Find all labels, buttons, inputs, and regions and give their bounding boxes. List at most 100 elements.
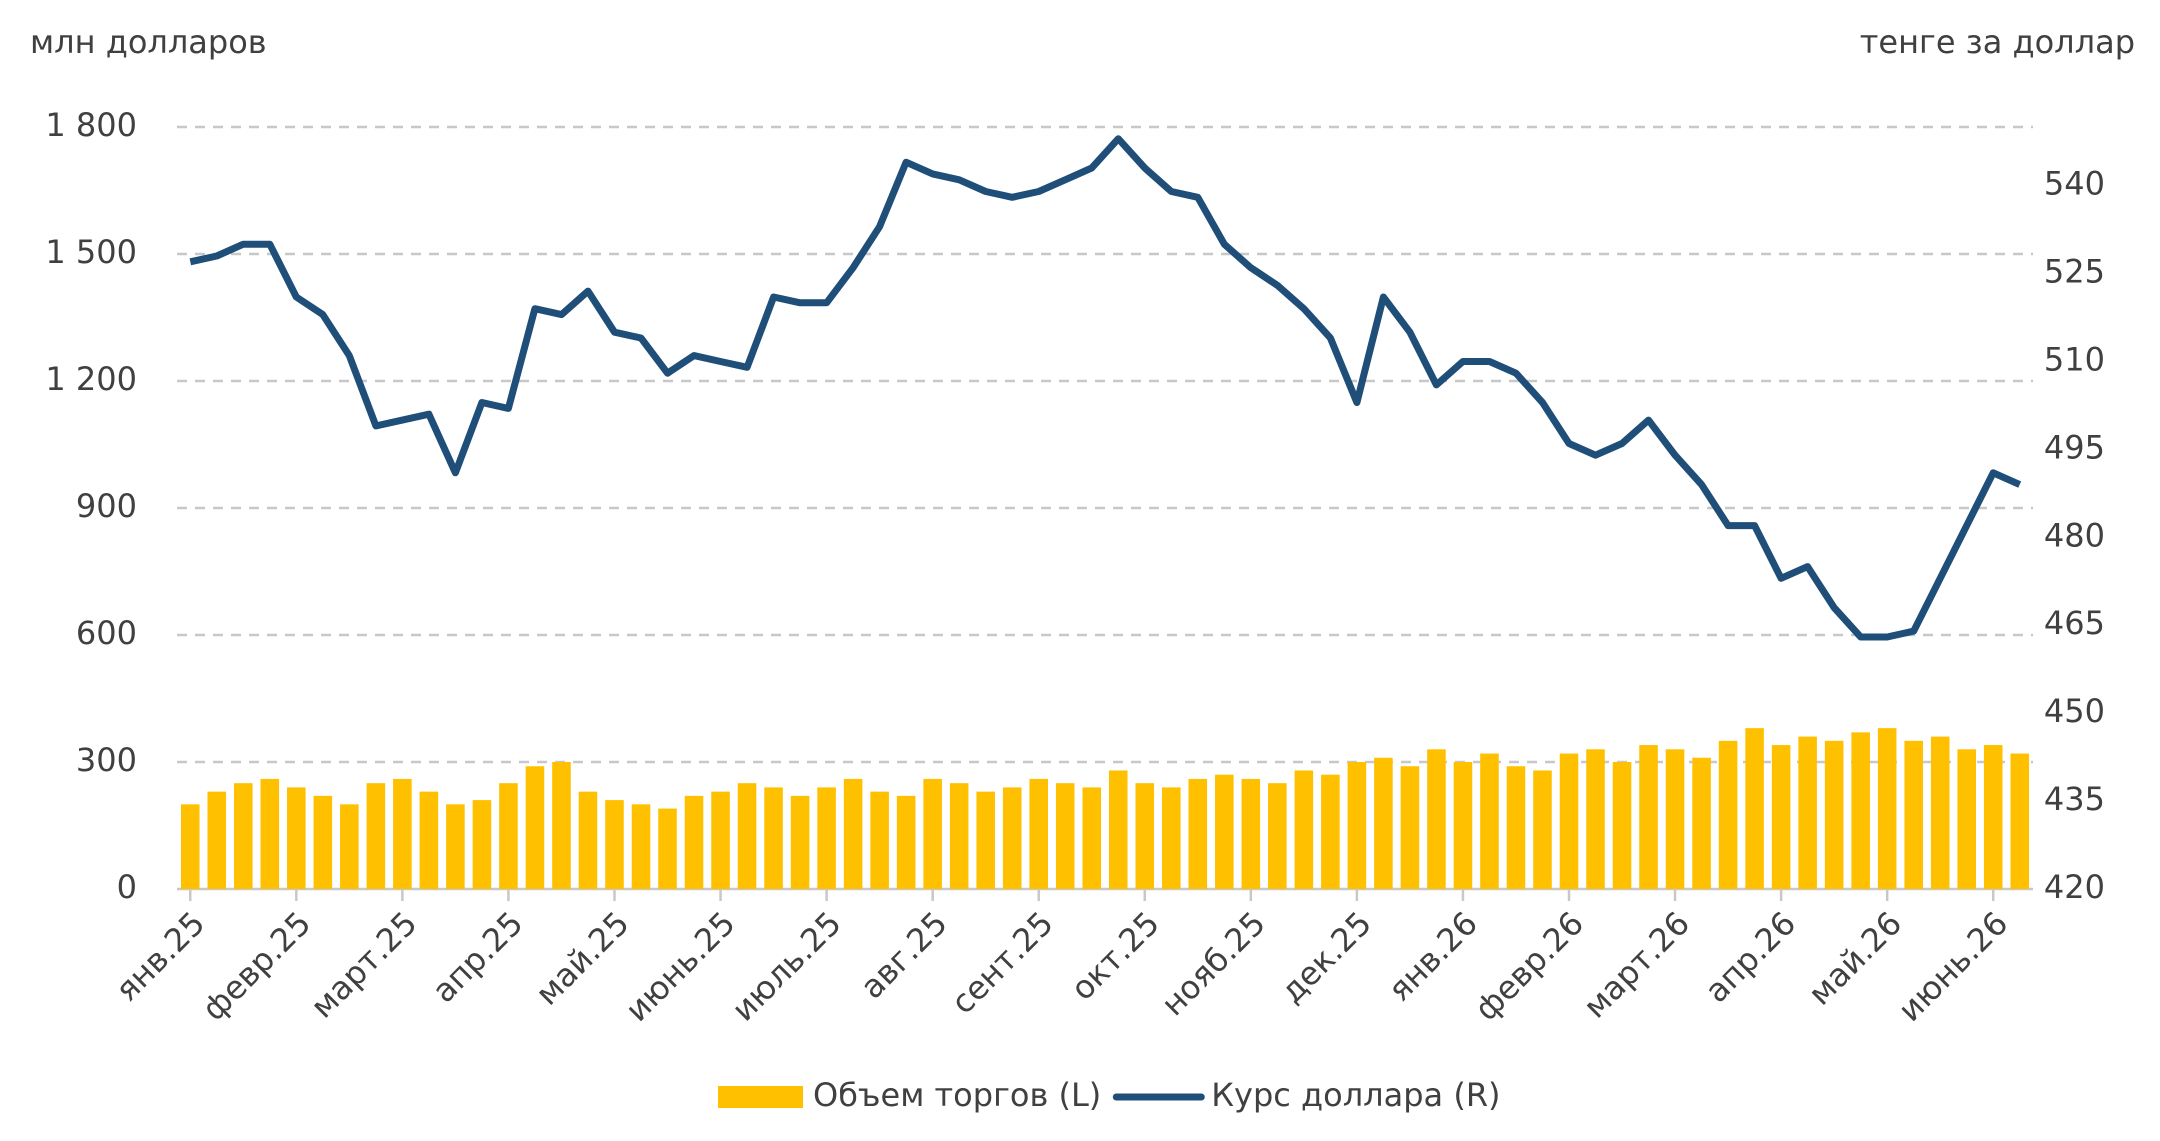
bar	[1665, 749, 1685, 889]
bar	[1798, 736, 1817, 889]
y-axis-label: млн долларов	[30, 23, 267, 61]
bar	[1427, 749, 1446, 889]
bar	[1453, 762, 1473, 889]
bar	[1347, 762, 1367, 889]
bar	[896, 795, 916, 889]
bar	[1612, 762, 1632, 889]
x-tick-label: март.26	[1576, 904, 1697, 1025]
bar	[552, 762, 571, 889]
x-tick-label: нояб.25	[1154, 904, 1273, 1023]
bar	[1480, 753, 1499, 889]
bar	[711, 791, 730, 889]
bar	[578, 791, 598, 889]
bar	[1533, 770, 1552, 889]
bar	[790, 795, 810, 889]
x-tick-label: март.25	[303, 904, 424, 1025]
bar	[1400, 766, 1420, 889]
y2-tick-label: 495	[2044, 428, 2105, 466]
bar	[1055, 783, 1075, 889]
bar	[843, 778, 863, 889]
bar	[1029, 778, 1048, 889]
bar	[658, 808, 677, 889]
y2-tick-label: 435	[2044, 780, 2105, 818]
x-tick-label: июль.25	[724, 904, 848, 1028]
bar	[1188, 778, 1208, 889]
y2-tick-label: 450	[2044, 692, 2105, 730]
bar	[1506, 766, 1526, 889]
bar	[1108, 770, 1128, 889]
bar	[1983, 745, 2003, 889]
bar	[525, 766, 545, 889]
bar	[1294, 770, 1314, 889]
bar	[1162, 787, 1181, 889]
bar	[1268, 783, 1287, 889]
bar	[472, 800, 492, 889]
legend-swatch	[718, 1086, 803, 1108]
y-tick-label: 600	[76, 614, 137, 652]
x-tick-label: янв.25	[108, 904, 213, 1009]
bar	[366, 783, 386, 889]
bar	[1374, 757, 1393, 889]
bar	[1135, 783, 1155, 889]
x-tick-label: февр.26	[1467, 904, 1591, 1028]
bar	[234, 783, 253, 889]
bar	[870, 791, 889, 889]
bar	[1082, 787, 1102, 889]
x-tick-label: янв.26	[1380, 904, 1485, 1009]
x-tick-label: май.25	[528, 904, 636, 1012]
bar	[287, 787, 306, 889]
bar	[764, 787, 783, 889]
bar	[1559, 753, 1579, 889]
bar	[419, 791, 439, 889]
bar	[1692, 757, 1711, 889]
bar	[1930, 736, 1950, 889]
legend-label: Объем торгов (L)	[813, 1076, 1101, 1114]
legend-label: Курс доллара (R)	[1211, 1076, 1500, 1114]
y2-tick-label: 540	[2044, 165, 2105, 203]
y-tick-label: 0	[117, 868, 137, 906]
bar	[1771, 745, 1791, 889]
y-tick-label: 1 500	[45, 233, 137, 271]
x-tick-label: май.26	[1801, 904, 1909, 1012]
bar	[605, 800, 624, 889]
x-tick-label: апр.25	[425, 904, 531, 1010]
bar	[1321, 774, 1340, 889]
bar	[180, 804, 200, 889]
y2-tick-label: 525	[2044, 253, 2105, 291]
bar	[1002, 787, 1022, 889]
bar	[260, 778, 280, 889]
line	[189, 135, 2022, 641]
x-tick-label: дек.25	[1273, 904, 1379, 1010]
bar	[1718, 740, 1738, 889]
x-tick-label: июнь.26	[1891, 904, 2016, 1029]
bar	[1957, 749, 1976, 889]
bar	[1877, 728, 1897, 889]
bar	[313, 795, 333, 889]
bar	[1586, 749, 1605, 889]
bar	[631, 804, 651, 889]
y-tick-label: 1 200	[45, 360, 137, 398]
bar	[207, 791, 227, 889]
bar	[1824, 740, 1844, 889]
x-tick-label: февр.25	[195, 904, 319, 1028]
bar	[1851, 732, 1870, 889]
x-tick-label: авг.25	[853, 904, 955, 1006]
bar	[976, 791, 995, 889]
bar	[2010, 753, 2030, 889]
bar	[684, 795, 704, 889]
x-tick-label: сент.25	[944, 904, 1061, 1021]
y2-tick-label: 465	[2044, 604, 2105, 642]
x-tick-label: окт.25	[1063, 904, 1167, 1008]
x-tick-label: июнь.25	[618, 904, 743, 1029]
bar	[1241, 778, 1261, 889]
bar	[949, 783, 969, 889]
bar	[737, 783, 757, 889]
y-tick-label: 900	[76, 487, 137, 525]
x-tick-label: апр.26	[1697, 904, 1803, 1010]
y2-axis-label: тенге за доллар	[1860, 23, 2135, 61]
bar	[1215, 774, 1234, 889]
bar	[1639, 745, 1658, 889]
y-tick-label: 300	[76, 741, 137, 779]
